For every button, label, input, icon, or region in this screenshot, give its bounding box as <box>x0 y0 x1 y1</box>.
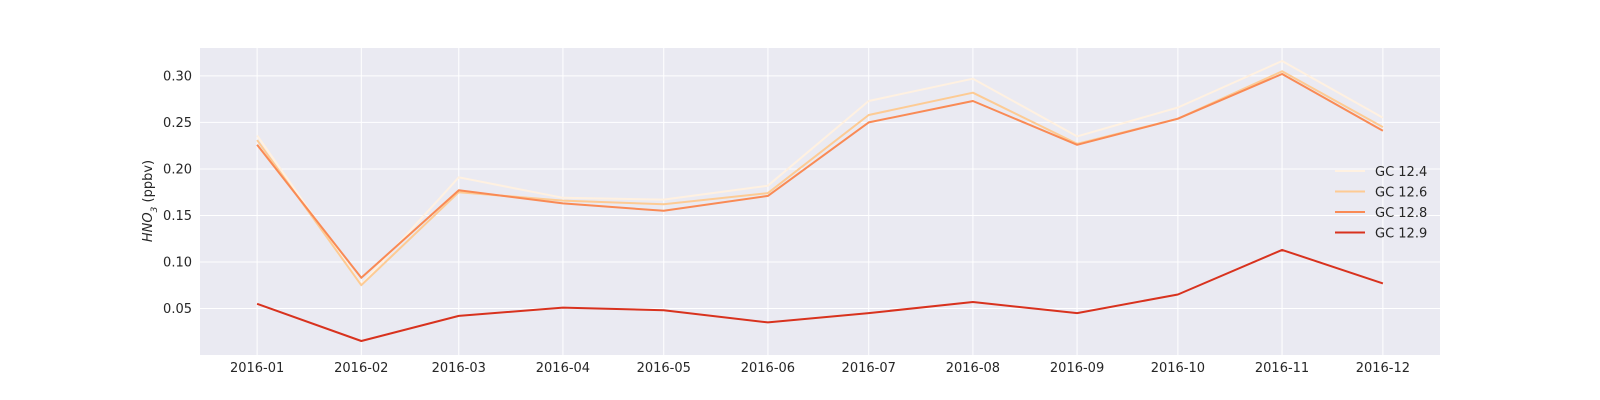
y-axis-label-subscript: 3 <box>150 206 160 212</box>
x-tick-label: 2016-11 <box>1255 361 1309 376</box>
y-tick-label: 0.30 <box>163 69 192 84</box>
x-tick-label: 2016-03 <box>432 361 486 376</box>
x-tick-label: 2016-06 <box>741 361 795 376</box>
series-line-gc-12-9 <box>256 248 1384 342</box>
series-line-gc-12-4 <box>256 60 1384 286</box>
x-tick-label: 2016-08 <box>946 361 1000 376</box>
x-axis-tick-labels: 2016-01 2016-02 2016-03 2016-04 2016-05 2016-… <box>230 361 1410 376</box>
y-tick-label: 0.20 <box>163 162 192 177</box>
plot-background <box>200 48 1440 355</box>
y-tick-label: 0.15 <box>163 209 192 224</box>
series-line-gc-12-8 <box>256 73 1384 279</box>
x-tick-label: 2016-07 <box>842 361 896 376</box>
y-axis-tick-labels: 0.05 0.10 0.15 0.20 0.25 0.30 <box>163 69 192 317</box>
x-tick-label: 2016-09 <box>1050 361 1104 376</box>
legend-label-gc-12-6: GC 12.6 <box>1375 186 1427 201</box>
y-tick-label: 0.10 <box>163 255 192 270</box>
series-lines <box>256 60 1384 342</box>
x-tick-label: 2016-04 <box>536 361 590 376</box>
x-tick-label: 2016-05 <box>637 361 691 376</box>
legend: GC 12.4 GC 12.6 GC 12.8 GC 12.9 <box>1335 165 1427 242</box>
y-axis-label-main: HNO <box>141 212 156 242</box>
legend-label-gc-12-4: GC 12.4 <box>1375 165 1427 180</box>
y-axis-label: HNO3 (ppbv) <box>141 160 160 242</box>
y-axis-label-unit: (ppbv) <box>141 160 156 207</box>
x-tick-label: 2016-01 <box>230 361 284 376</box>
legend-label-gc-12-8: GC 12.8 <box>1375 206 1427 221</box>
y-gridlines <box>200 75 1440 309</box>
y-tick-label: 0.25 <box>163 116 192 131</box>
y-tick-label: 0.05 <box>163 302 192 317</box>
legend-label-gc-12-9: GC 12.9 <box>1375 227 1427 242</box>
x-tick-label: 2016-10 <box>1151 361 1205 376</box>
x-tick-label: 2016-12 <box>1356 361 1410 376</box>
x-tick-label: 2016-02 <box>334 361 388 376</box>
